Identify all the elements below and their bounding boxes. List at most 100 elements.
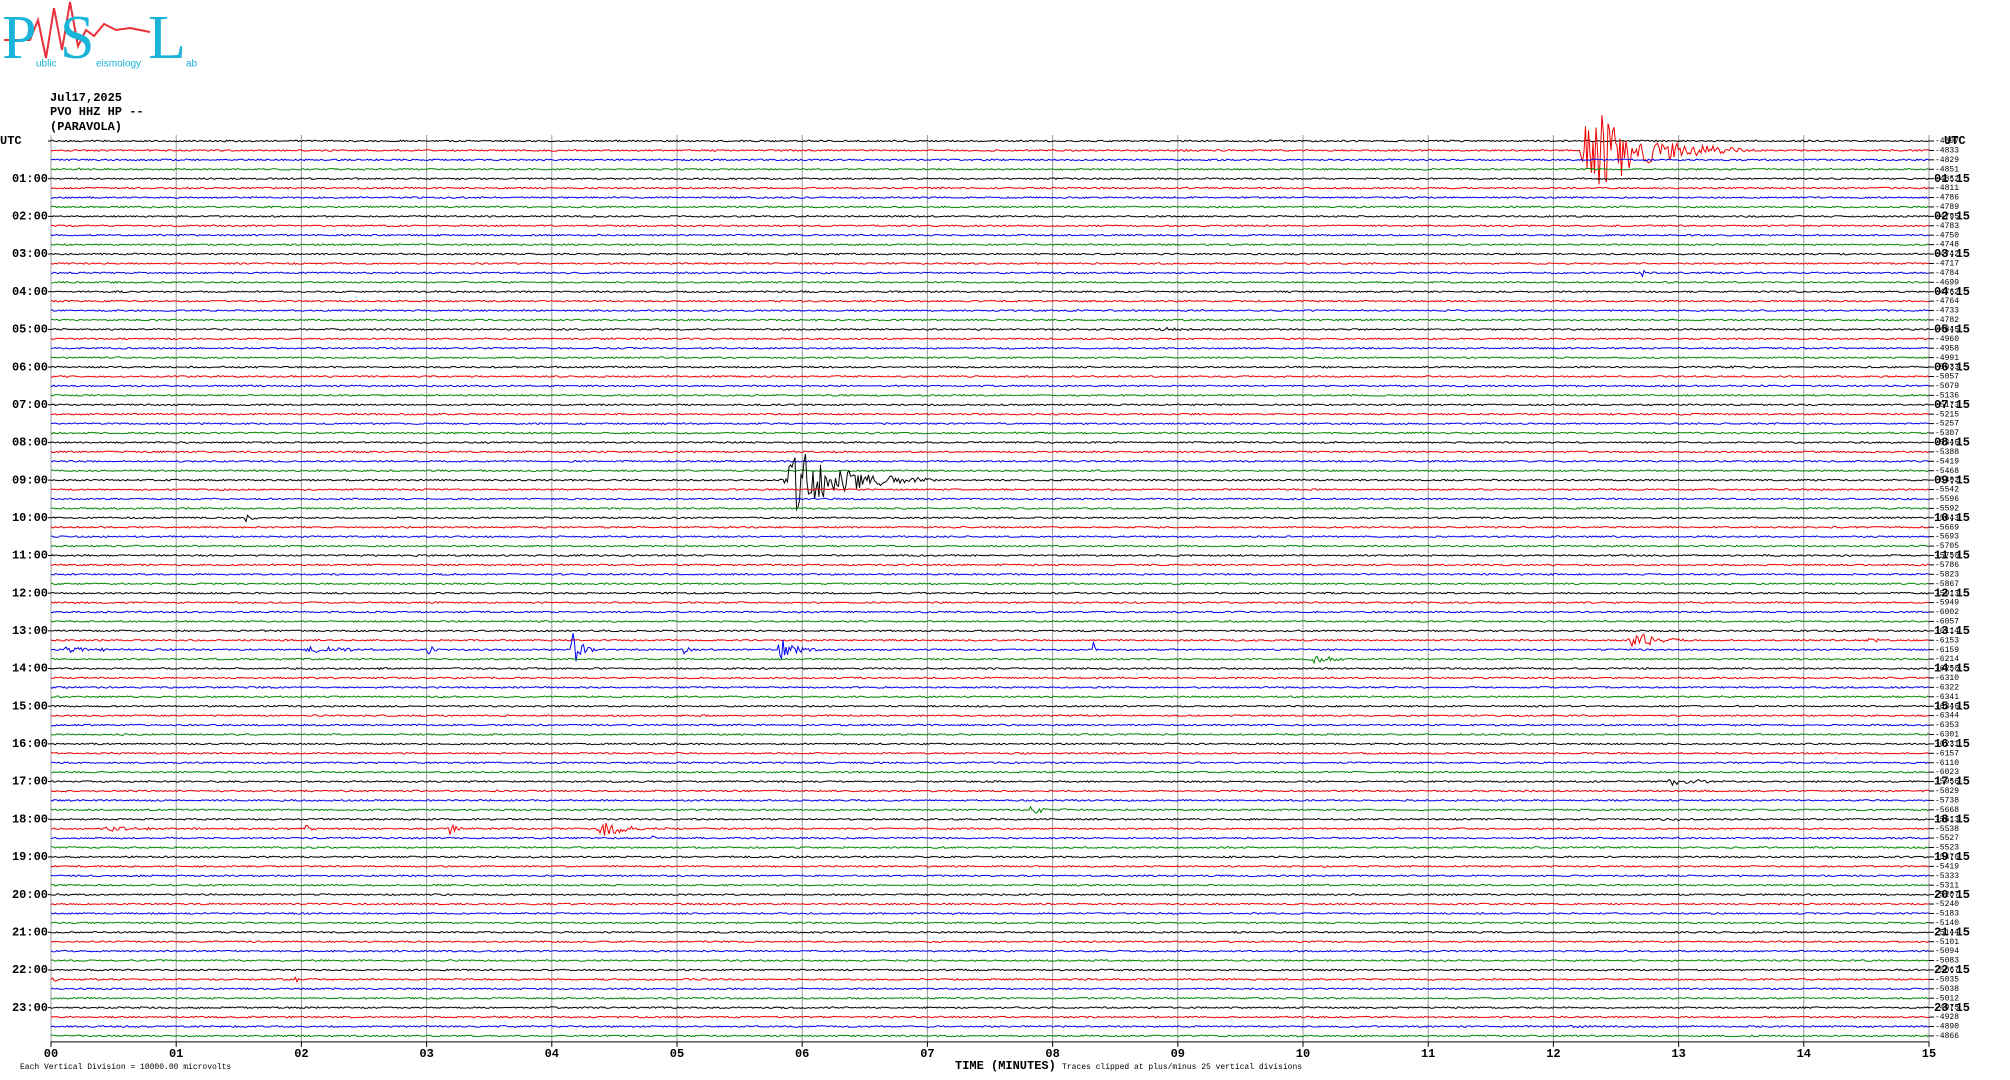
trace (50, 158, 1930, 162)
trace (50, 290, 1930, 294)
right-time-label: 04:15 (1934, 285, 1970, 299)
right-time-label: 13:15 (1934, 624, 1970, 638)
x-tick-label: 13 (1671, 1047, 1685, 1061)
trace (50, 864, 1930, 868)
x-tick-label: 15 (1922, 1047, 1936, 1061)
row-offset: -4699 (1935, 278, 1959, 287)
x-tick-label: 01 (169, 1047, 183, 1061)
row-offset: -4750 (1935, 231, 1959, 240)
row-offset: -6231 (1935, 740, 1959, 749)
row-offset: -5592 (1935, 504, 1959, 513)
row-offset: -5643 (1935, 514, 1959, 523)
right-time-label: 01:15 (1934, 172, 1970, 186)
trace (50, 195, 1930, 199)
trace (50, 789, 1930, 793)
row-offset: -5215 (1935, 410, 1959, 419)
row-offset: -5523 (1935, 844, 1959, 853)
left-time-label: 05:00 (12, 323, 48, 337)
trace (50, 326, 1930, 332)
trace (50, 488, 1930, 492)
row-offset: -6346 (1935, 702, 1959, 711)
right-time-label: 15:15 (1934, 699, 1970, 713)
row-offset: -5144 (1935, 928, 1959, 937)
right-time-label: 16:15 (1934, 737, 1970, 751)
row-offset: -6002 (1935, 608, 1959, 617)
row-offset: -5083 (1935, 957, 1959, 966)
trace (50, 582, 1930, 586)
logo-letter: P (2, 4, 36, 72)
trace (50, 976, 1929, 984)
x-tick-label: 09 (1171, 1047, 1185, 1061)
row-offset: -6322 (1935, 683, 1959, 692)
row-offset: -4783 (1935, 222, 1959, 231)
row-offset: -5033 (1935, 363, 1959, 372)
row-offset: -4991 (1935, 354, 1959, 363)
x-tick-label: 11 (1421, 1047, 1435, 1061)
right-time-label: 14:15 (1934, 662, 1970, 676)
left-time-label: 17:00 (12, 775, 48, 789)
row-offset: -5079 (1935, 382, 1959, 391)
site: (PARAVOLA) (50, 120, 122, 134)
scale-note: Each Vertical Division = 10000.00 microv… (20, 1063, 231, 1072)
row-offset: -6159 (1935, 646, 1959, 655)
trace (50, 619, 1930, 623)
left-time-label: 16:00 (12, 737, 48, 751)
row-offset: -5173 (1935, 401, 1959, 410)
row-offset: -5388 (1935, 448, 1959, 457)
left-time-label: 02:00 (12, 210, 48, 224)
trace (50, 912, 1929, 915)
left-time-label: 20:00 (12, 888, 48, 902)
date: Jul17,2025 (50, 91, 122, 105)
row-offset: -5101 (1935, 938, 1959, 947)
row-offset: -5786 (1935, 561, 1959, 570)
logo: P S L ublic eismology ab (2, 1, 198, 72)
right-time-label: 17:15 (1934, 775, 1970, 789)
trace (50, 243, 1930, 247)
x-tick-label: 04 (545, 1047, 559, 1061)
trace (50, 959, 1930, 962)
traces (50, 114, 1930, 1038)
row-offset: -5012 (1935, 994, 1959, 1003)
trace (50, 874, 1930, 878)
left-time-label: 19:00 (12, 850, 48, 864)
row-offset: -6023 (1935, 768, 1959, 777)
row-offset: -4866 (1935, 1032, 1959, 1041)
left-time-label: 04:00 (12, 285, 48, 299)
left-time-label: 09:00 (12, 473, 48, 487)
trace (50, 949, 1930, 953)
row-offset: -6214 (1935, 655, 1959, 664)
left-time-label: 13:00 (12, 624, 48, 638)
row-offset: -5419 (1935, 457, 1959, 466)
right-time-label: 09:15 (1934, 473, 1970, 487)
left-time-label: 01:00 (12, 172, 48, 186)
trace (50, 902, 1930, 906)
row-offset: -5613 (1935, 815, 1959, 824)
trace (50, 318, 1930, 322)
trace (51, 723, 1930, 727)
trace (50, 553, 1930, 558)
row-offset: -4833 (1935, 147, 1959, 156)
row-offset: -4786 (1935, 194, 1959, 203)
row-offset: -6250 (1935, 665, 1959, 674)
trace (50, 940, 1930, 944)
trace (51, 299, 1929, 303)
trace (50, 233, 1930, 237)
x-tick-label: 14 (1797, 1047, 1811, 1061)
row-offset: -5136 (1935, 391, 1959, 400)
row-offset: -5596 (1935, 495, 1959, 504)
row-offset: -5867 (1935, 580, 1959, 589)
left-time-label: 15:00 (12, 699, 48, 713)
logo-word: ublic (36, 59, 57, 70)
left-time-label: 14:00 (12, 662, 48, 676)
row-offset: -4789 (1935, 203, 1959, 212)
row-offset: -4733 (1935, 307, 1959, 316)
trace (50, 346, 1929, 350)
trace (50, 563, 1930, 567)
row-offset: -5333 (1935, 872, 1959, 881)
trace (50, 431, 1929, 435)
row-offset: -4784 (1935, 269, 1959, 278)
row-offset: -5542 (1935, 486, 1959, 495)
trace (50, 742, 1930, 746)
trace (50, 633, 1930, 648)
